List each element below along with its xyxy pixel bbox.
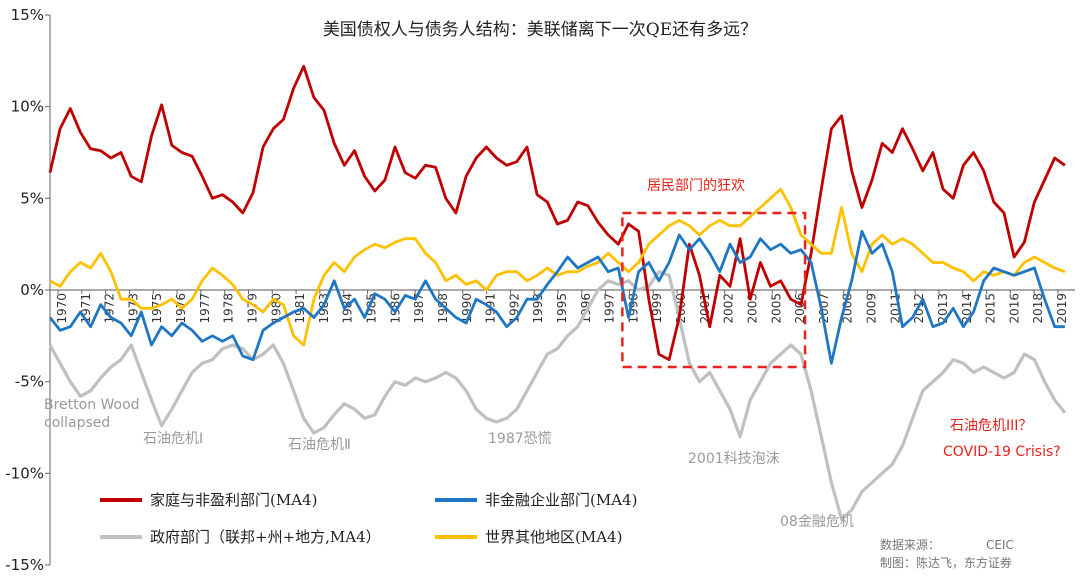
x-tick-label: 1987 bbox=[412, 293, 426, 324]
legend: 家庭与非盈利部门(MA4) 非金融企业部门(MA4) 政府部门（联邦+州+地方,… bbox=[100, 491, 637, 546]
x-tick-label: 1977 bbox=[198, 293, 212, 324]
y-axis-ticks: 15% 10% 5% 0% -5% -10% -15% bbox=[5, 6, 50, 574]
annotation-bretton-wood-line1: Bretton Wood bbox=[44, 397, 140, 413]
annotation-1987-crash: 1987恐慌 bbox=[488, 431, 552, 447]
series-line-government bbox=[48, 270, 1067, 521]
x-tick-label: 2005 bbox=[769, 293, 783, 324]
x-tick-label: 2008 bbox=[841, 293, 855, 324]
x-tick-label: 1985 bbox=[365, 293, 379, 324]
source-label: 数据来源： bbox=[880, 537, 940, 552]
credit-label: 制图：陈达飞，东方证券 bbox=[880, 555, 1012, 570]
x-tick-label: 2019 bbox=[1055, 293, 1069, 324]
x-tick-label: 1999 bbox=[650, 293, 664, 324]
y-tick-label: -10% bbox=[5, 464, 44, 482]
y-tick-label: 0% bbox=[20, 281, 44, 299]
annotation-covid: COVID-19 Crisis? bbox=[943, 444, 1061, 460]
x-tick-label: 2002 bbox=[722, 293, 736, 324]
x-tick-label: 1979 bbox=[245, 293, 259, 324]
annotation-dotcom-bubble: 2001科技泡沫 bbox=[688, 451, 780, 467]
x-tick-label: 2014 bbox=[960, 293, 974, 324]
x-tick-label: 1973 bbox=[126, 293, 140, 324]
y-tick-label: -5% bbox=[15, 373, 44, 391]
annotation-household-frenzy: 居民部门的狂欢 bbox=[647, 178, 745, 194]
annotation-oil-crisis-2: 石油危机Ⅱ bbox=[288, 437, 351, 453]
legend-label-nonfinancial: 非金融企业部门(MA4) bbox=[485, 491, 637, 509]
x-tick-label: 1983 bbox=[317, 293, 331, 324]
legend-label-household: 家庭与非盈利部门(MA4) bbox=[150, 491, 317, 509]
x-tick-label: 2015 bbox=[984, 293, 998, 324]
x-tick-label: 2006 bbox=[793, 293, 807, 324]
x-tick-label: 2016 bbox=[1007, 293, 1021, 324]
series-line-rest-of-world bbox=[49, 187, 1066, 347]
x-tick-label: 1997 bbox=[603, 293, 617, 324]
y-tick-label: -15% bbox=[5, 556, 44, 574]
legend-label-rest-of-world: 世界其他地区(MA4) bbox=[485, 528, 622, 546]
x-tick-label: 1993 bbox=[531, 293, 545, 324]
x-tick-label: 1972 bbox=[103, 293, 117, 324]
x-tick-label: 1995 bbox=[555, 293, 569, 324]
annotation-oil-crisis-1: 石油危机Ⅰ bbox=[143, 431, 203, 447]
series-line-nonfinancial bbox=[48, 229, 1065, 365]
y-tick-label: 10% bbox=[11, 98, 44, 116]
x-tick-label: 2013 bbox=[936, 293, 950, 324]
x-tick-label: 1978 bbox=[222, 293, 236, 324]
x-tick-label: 1986 bbox=[388, 293, 402, 324]
highlight-box bbox=[621, 211, 807, 369]
legend-label-government: 政府部门（联邦+州+地方,MA4） bbox=[150, 528, 381, 546]
x-tick-label: 2018 bbox=[1031, 293, 1045, 324]
series-lines bbox=[48, 64, 1067, 521]
x-tick-label: 1975 bbox=[150, 293, 164, 324]
annotation-oil-crisis-3: 石油危机III？ bbox=[950, 418, 1032, 434]
x-tick-label: 1970 bbox=[55, 293, 69, 324]
x-tick-label: 1988 bbox=[436, 293, 450, 324]
x-axis-ticks: 1970 1971 1972 1973 1975 1976 1977 1978 1979 1980… bbox=[55, 290, 1069, 324]
y-tick-label: 5% bbox=[20, 189, 44, 207]
annotation-bretton-wood-line2: collapsed bbox=[44, 415, 110, 431]
x-tick-label: 2003 bbox=[745, 293, 759, 324]
series-line-household bbox=[48, 64, 1066, 362]
annotation-financial-crisis: 08金融危机 bbox=[780, 514, 854, 530]
watermark-ceic: CEIC bbox=[986, 538, 1014, 552]
y-tick-label: 15% bbox=[11, 6, 44, 24]
chart-title: 美国债权人与债务人结构：美联储离下一次QE还有多远？ bbox=[323, 20, 757, 40]
x-tick-label: 2009 bbox=[865, 293, 879, 324]
